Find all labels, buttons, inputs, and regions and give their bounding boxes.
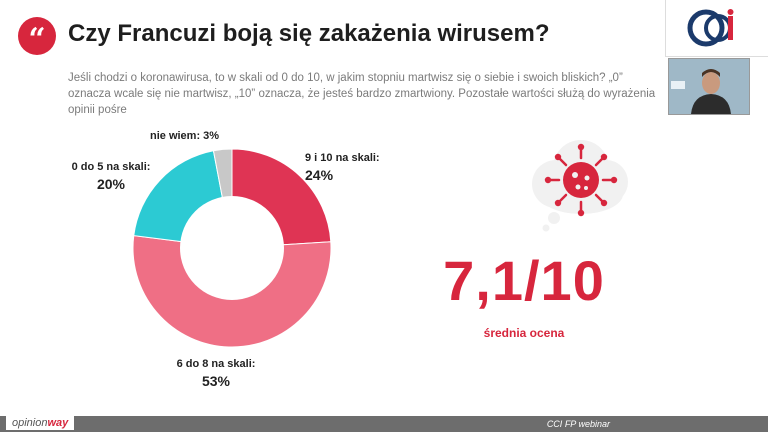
slice-6-8	[132, 235, 332, 348]
presenter-video	[669, 59, 749, 114]
slice-dont-know	[212, 148, 233, 249]
opinionway-logo: opinionway	[6, 416, 75, 430]
label-0-5: 0 do 5 na skali: 20%	[71, 161, 151, 192]
footer-bar: opinionway CCI FP webinar	[0, 416, 768, 432]
quote-icon: “	[18, 17, 56, 55]
label-9-10: 9 i 10 na skali: 24%	[305, 152, 380, 183]
cci-logo	[665, 0, 768, 57]
average-score: 7,1/10	[443, 249, 605, 312]
label-6-8: 6 do 8 na skali: 53%	[176, 358, 256, 389]
donut-hole	[180, 196, 284, 300]
page-title: Czy Francuzi boją się zakażenia wirusem?	[68, 20, 550, 47]
average-score-label: średnia ocena	[483, 326, 565, 340]
webcam-feed	[668, 58, 750, 115]
cci-logo-icon	[687, 9, 734, 47]
label-dont-know: nie wiem: 3%	[150, 130, 220, 142]
survey-question: Jeśli chodzi o koronawirusa, to w skali …	[68, 72, 656, 116]
footer-text: CCI FP webinar	[546, 419, 610, 429]
virus-cloud-icon	[532, 140, 628, 232]
